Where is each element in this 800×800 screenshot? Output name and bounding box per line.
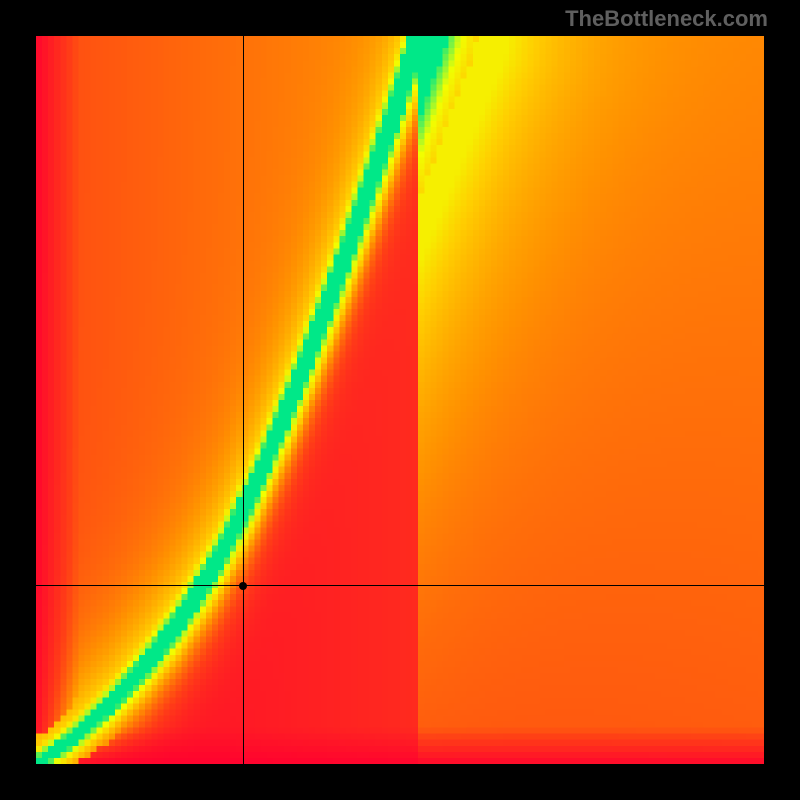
chart-container: TheBottleneck.com (0, 0, 800, 800)
crosshair-horizontal (36, 585, 764, 586)
bottleneck-heatmap (36, 36, 764, 764)
watermark-text: TheBottleneck.com (565, 6, 768, 32)
crosshair-vertical (243, 36, 244, 764)
